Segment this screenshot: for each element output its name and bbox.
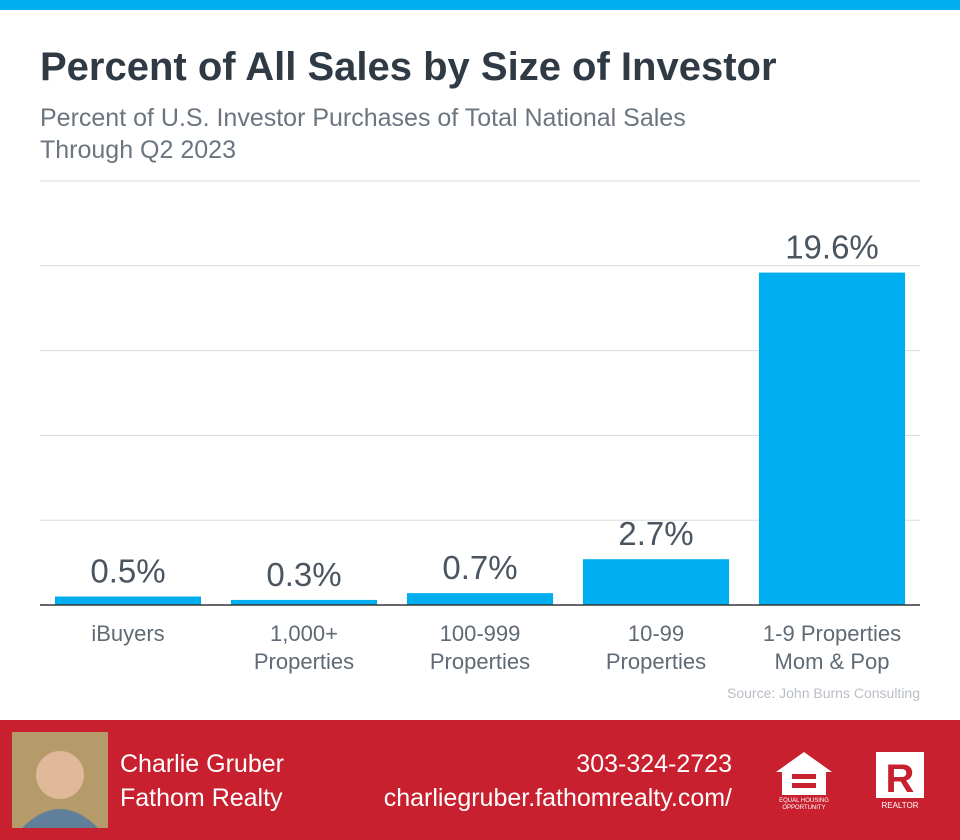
x-tick-label: 100-999 Properties [430, 621, 530, 674]
realtor-icon-r: R [886, 757, 915, 801]
realtor-icon [876, 752, 924, 798]
x-tick-label: 10-99 Properties [606, 621, 706, 674]
top-bar [0, 0, 960, 10]
x-tick-label: 1-9 Properties Mom & Pop [763, 621, 901, 674]
x-tick-label: iBuyers [91, 621, 164, 646]
equal-housing-icon [776, 752, 832, 795]
photo-shirt [22, 809, 98, 828]
equal-housing-icon-bar [792, 783, 816, 788]
bar [54, 596, 202, 605]
photo-face [36, 751, 84, 799]
agent-phone: 303-324-2723 [576, 750, 732, 778]
source: Source: John Burns Consulting [727, 685, 920, 701]
bar [406, 593, 554, 605]
value-label: 0.7% [442, 549, 517, 586]
x-tick-label: 1,000+ Properties [254, 621, 354, 674]
chart-subtitle: Percent of U.S. Investor Purchases of To… [40, 104, 686, 164]
bar [582, 559, 730, 605]
value-label: 19.6% [785, 229, 879, 266]
value-label: 0.3% [266, 556, 341, 593]
bar [758, 272, 906, 605]
realtor-text: REALTOR [881, 801, 918, 810]
value-label: 2.7% [618, 515, 693, 552]
equal-housing-text: EQUAL HOUSING OPPORTUNITY [779, 798, 829, 811]
equal-housing-icon-bar [792, 774, 816, 779]
footer: Charlie Gruber Fathom Realty 303-324-272… [0, 720, 960, 840]
value-label: 0.5% [90, 553, 165, 590]
agent-website: charliegruber.fathomrealty.com/ [384, 784, 732, 812]
agent-name: Charlie Gruber [120, 750, 284, 778]
bar [230, 599, 378, 605]
agent-company: Fathom Realty [120, 784, 283, 812]
chart-title: Percent of All Sales by Size of Investor [40, 45, 777, 89]
